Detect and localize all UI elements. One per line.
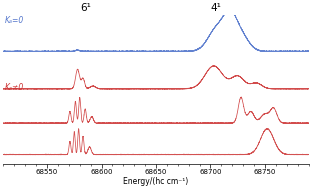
Text: 6¹: 6¹ [80, 3, 91, 13]
Text: 4¹: 4¹ [210, 3, 221, 13]
Text: Kₐ≠0: Kₐ≠0 [5, 83, 24, 92]
Text: Kₐ=0: Kₐ=0 [5, 16, 24, 25]
X-axis label: Energy/(hc cm⁻¹): Energy/(hc cm⁻¹) [123, 177, 189, 186]
